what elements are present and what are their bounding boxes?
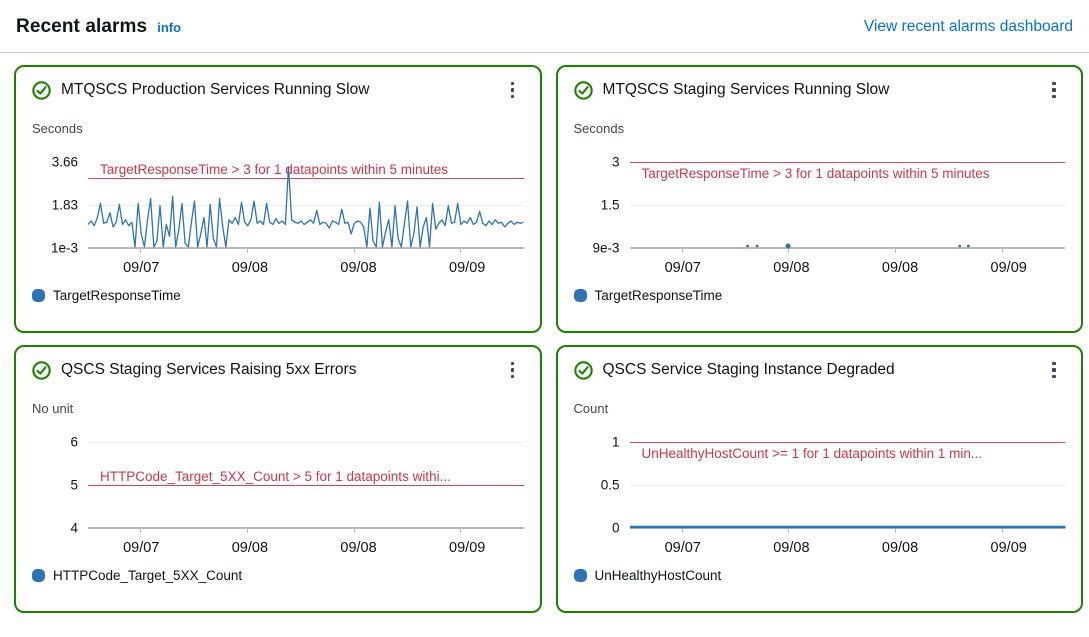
x-axis-labels: 09/07 09/08 09/08 09/09 xyxy=(123,540,486,556)
alarm-card-title: QSCS Staging Services Raising 5xx Errors xyxy=(61,361,357,378)
alarm-card-title: QSCS Service Staging Instance Degraded xyxy=(602,361,895,378)
series-line xyxy=(745,243,970,249)
x-axis-baseline xyxy=(629,247,1065,249)
x-axis-baseline xyxy=(88,527,524,529)
series-line xyxy=(88,442,524,528)
ok-status-icon xyxy=(573,360,593,380)
series-line xyxy=(87,166,524,248)
mid-gridline xyxy=(88,442,524,443)
kebab-menu-icon[interactable] xyxy=(502,359,524,381)
kebab-menu-icon[interactable] xyxy=(502,79,524,101)
legend-item[interactable]: UnHealthyHostCount xyxy=(573,568,722,583)
alarm-card-title: MTQSCS Production Services Running Slow xyxy=(61,81,370,98)
legend-label: TargetResponseTime xyxy=(594,288,723,303)
legend-swatch xyxy=(32,569,45,582)
legend-item[interactable]: TargetResponseTime xyxy=(573,288,723,303)
x-axis-labels: 09/07 09/08 09/08 09/09 xyxy=(664,540,1027,556)
series-line xyxy=(629,525,1065,529)
kebab-menu-icon[interactable] xyxy=(1043,79,1065,101)
alarm-sparkline-chart[interactable]: UnHealthyHostCount >= 1 for 1 datapoints… xyxy=(629,442,1065,533)
kebab-menu-icon[interactable] xyxy=(1043,359,1065,381)
mid-gridline xyxy=(88,205,524,206)
x-axis-labels: 09/07 09/08 09/08 09/09 xyxy=(664,260,1027,276)
alarm-card: QSCS Service Staging Instance Degraded C… xyxy=(555,345,1083,613)
legend-label: UnHealthyHostCount xyxy=(594,568,722,583)
alarm-sparkline-chart[interactable]: TargetResponseTime > 3 for 1 datapoints … xyxy=(629,162,1065,253)
header-divider xyxy=(0,52,1089,53)
threshold-annotation: TargetResponseTime > 3 for 1 datapoints … xyxy=(100,161,449,177)
threshold-annotation: UnHealthyHostCount >= 1 for 1 datapoints… xyxy=(641,446,983,461)
y-axis-unit-label: Seconds xyxy=(32,121,83,136)
y-axis-unit-label: Seconds xyxy=(573,121,625,136)
threshold-line: HTTPCode_Target_5XX_Count > 5 for 1 data… xyxy=(88,469,524,486)
alarm-card: MTQSCS Production Services Running Slow … xyxy=(14,65,542,333)
threshold-annotation: HTTPCode_Target_5XX_Count > 5 for 1 data… xyxy=(100,469,451,484)
mid-gridline xyxy=(629,205,1065,206)
legend-item[interactable]: HTTPCode_Target_5XX_Count xyxy=(32,568,242,583)
threshold-line: TargetResponseTime > 3 for 1 datapoints … xyxy=(629,162,1065,181)
threshold-line: TargetResponseTime > 3 for 1 datapoints … xyxy=(88,162,524,179)
ok-status-icon xyxy=(32,360,51,380)
y-axis-ticks: 3.66 1.83 1e-3 xyxy=(50,154,78,256)
alarm-cards-grid: MTQSCS Production Services Running Slow … xyxy=(14,65,1083,613)
y-axis-unit-label: Count xyxy=(573,401,609,416)
y-axis-ticks: 1 0.5 0 xyxy=(600,434,620,536)
ok-status-icon xyxy=(573,80,593,100)
legend-swatch xyxy=(573,569,587,582)
legend-swatch xyxy=(32,289,45,302)
y-axis-ticks: 3 1.5 9e-3 xyxy=(592,154,620,256)
recent-alarms-header: Recent alarms info View recent alarms da… xyxy=(0,0,1089,52)
alarm-card-title: MTQSCS Staging Services Running Slow xyxy=(602,81,890,98)
x-axis-labels: 09/07 09/08 09/08 09/09 xyxy=(123,260,486,276)
alarm-sparkline-chart[interactable]: HTTPCode_Target_5XX_Count > 5 for 1 data… xyxy=(88,442,524,533)
legend-swatch xyxy=(573,289,587,302)
info-link[interactable]: info xyxy=(157,20,182,35)
alarm-card: MTQSCS Staging Services Running Slow Sec… xyxy=(555,65,1083,333)
y-axis-unit-label: No unit xyxy=(32,401,74,416)
x-axis-baseline xyxy=(88,247,524,249)
ok-status-icon xyxy=(32,80,51,100)
alarm-sparkline-chart[interactable]: TargetResponseTime > 3 for 1 datapoints … xyxy=(87,162,524,253)
mid-gridline xyxy=(629,485,1065,486)
alarm-card: QSCS Staging Services Raising 5xx Errors… xyxy=(14,345,542,613)
threshold-line: UnHealthyHostCount >= 1 for 1 datapoints… xyxy=(629,442,1065,461)
y-axis-ticks: 6 5 4 xyxy=(70,434,78,536)
view-recent-alarms-dashboard-link[interactable]: View recent alarms dashboard xyxy=(863,18,1073,35)
legend-label: TargetResponseTime xyxy=(53,288,181,303)
page-title: Recent alarms xyxy=(16,16,148,37)
threshold-annotation: TargetResponseTime > 3 for 1 datapoints … xyxy=(641,166,990,181)
legend-item[interactable]: TargetResponseTime xyxy=(32,288,181,303)
legend-label: HTTPCode_Target_5XX_Count xyxy=(53,568,243,583)
